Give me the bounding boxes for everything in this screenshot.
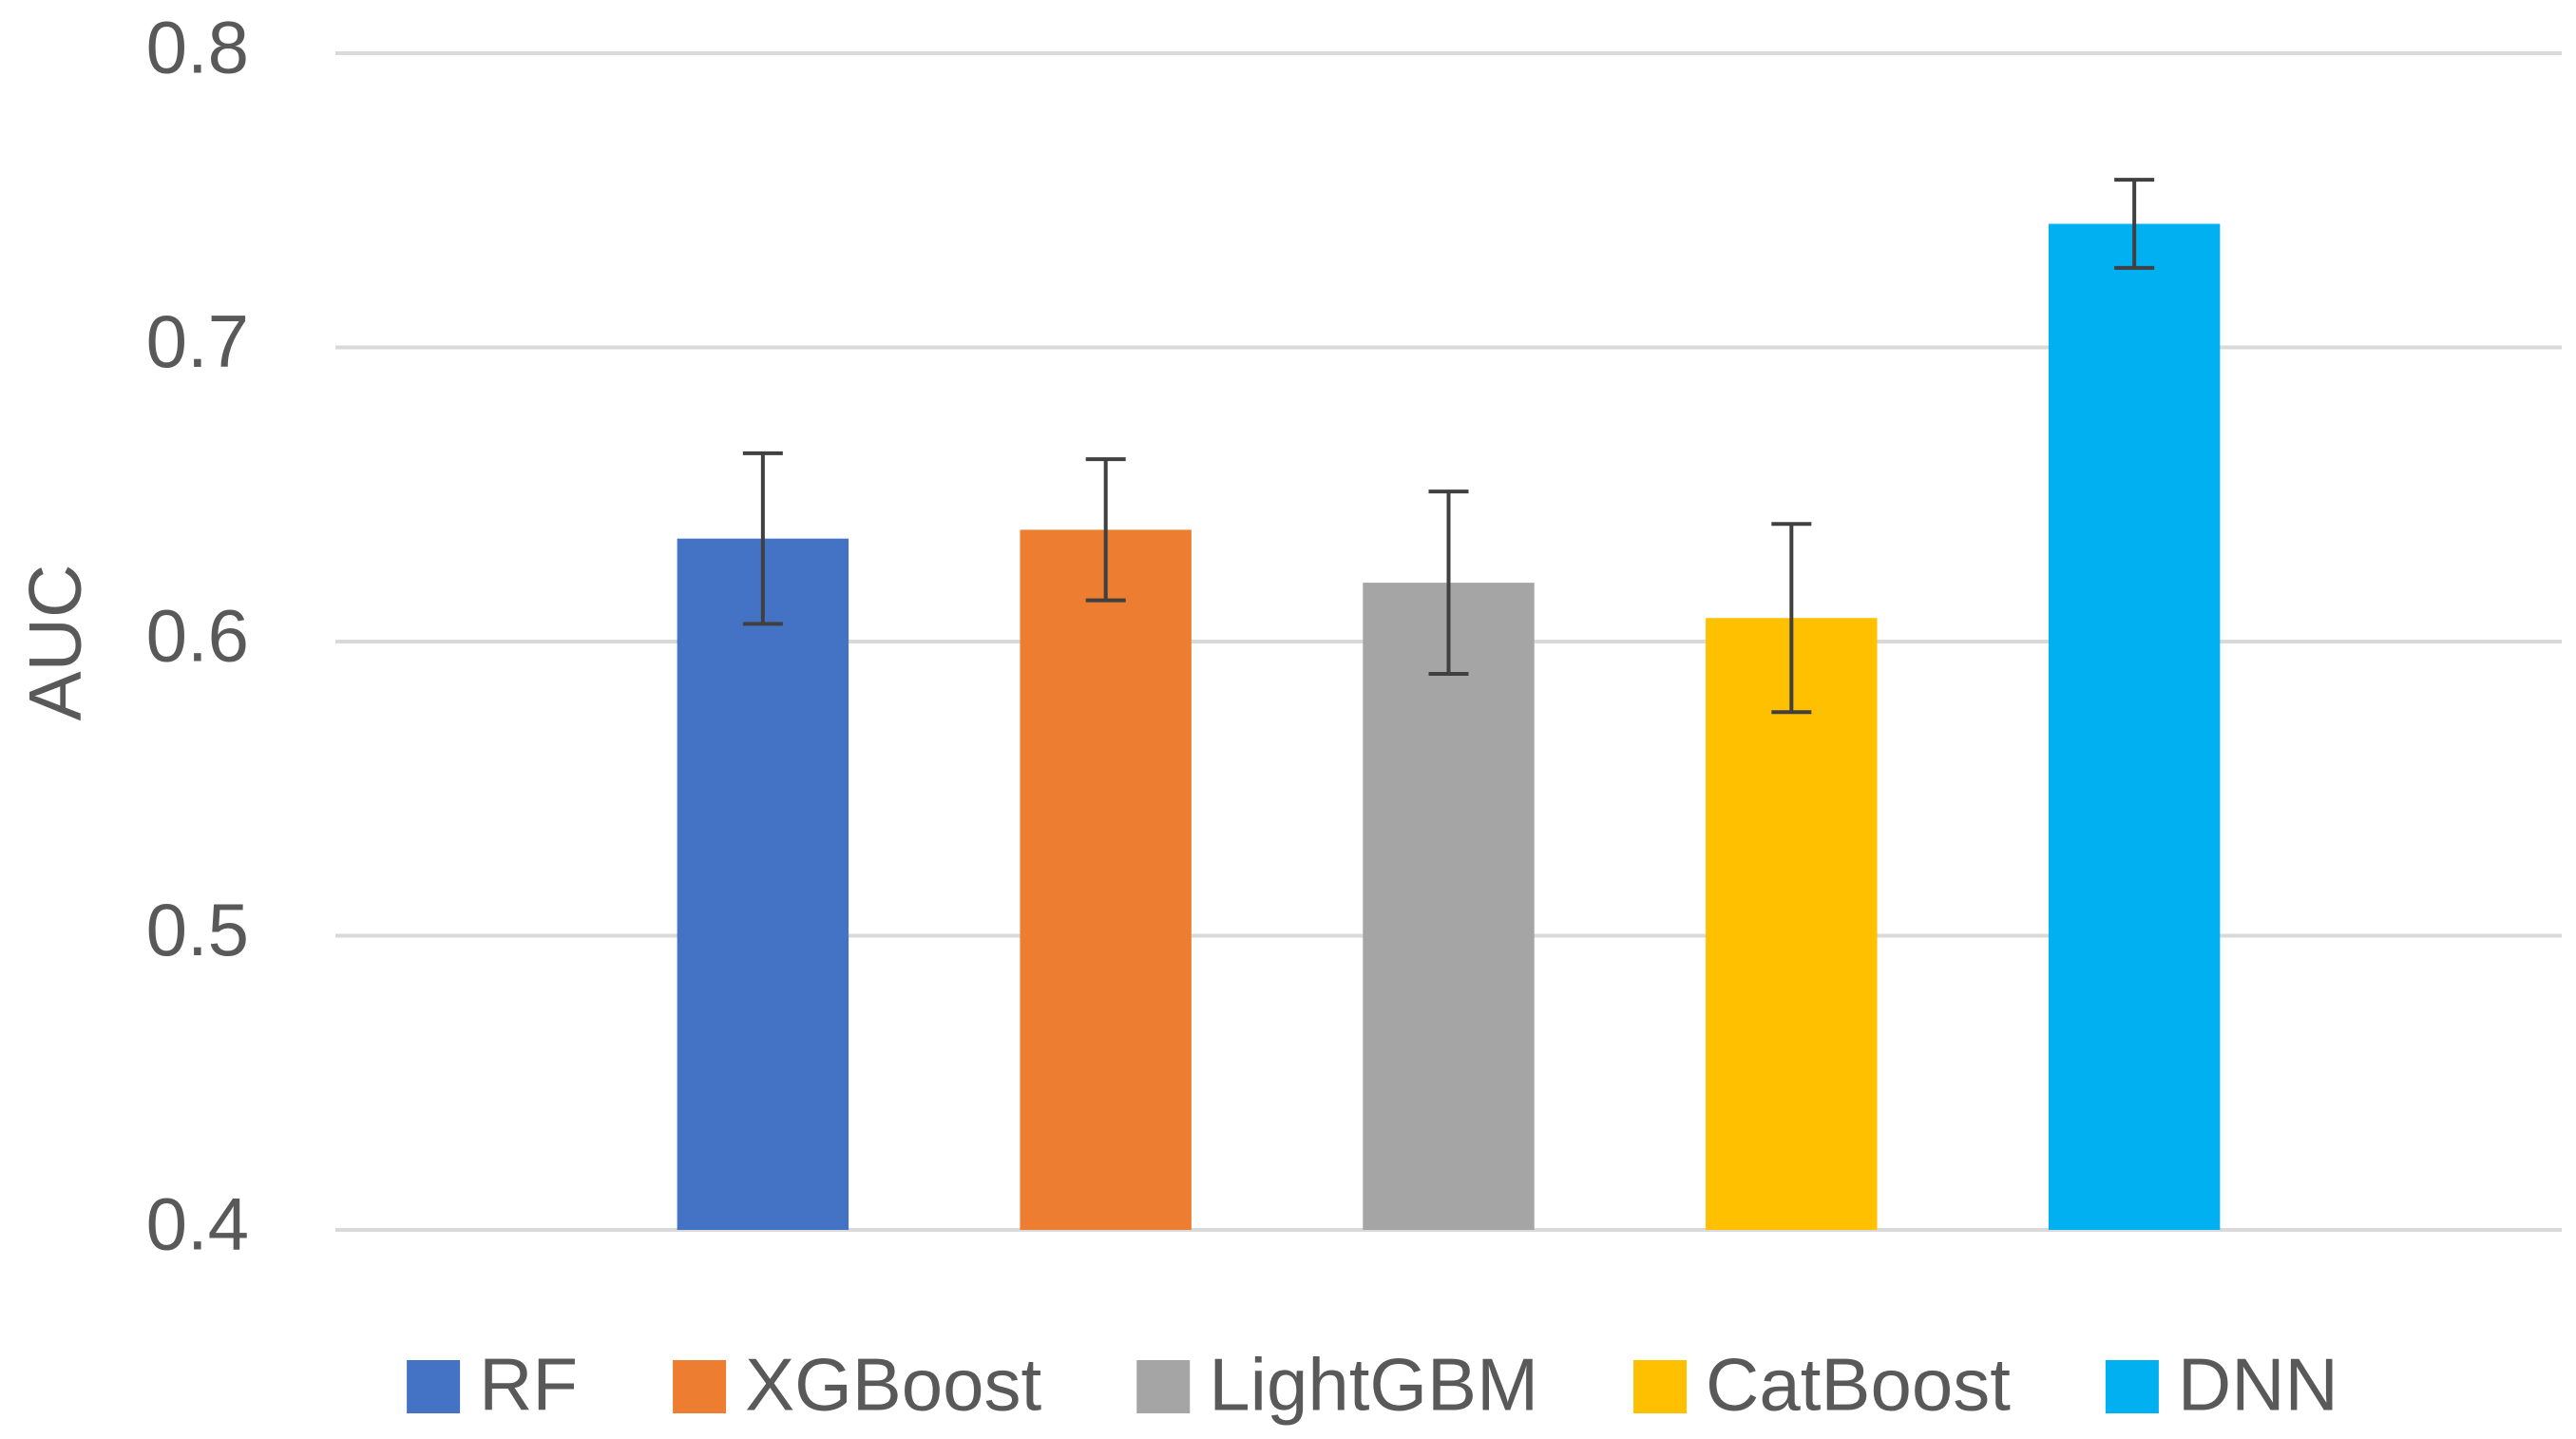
y-axis-label: AUC [13, 565, 97, 721]
legend-label: DNN [2178, 1343, 2338, 1427]
legend-swatch [407, 1360, 461, 1413]
legend-swatch [2105, 1360, 2159, 1413]
legend-label: RF [479, 1343, 578, 1427]
y-tick-label: 0.6 [146, 594, 249, 678]
y-tick-label: 0.5 [146, 888, 249, 971]
bar [1363, 583, 1535, 1230]
legend-swatch [673, 1360, 727, 1413]
bar [1706, 618, 1878, 1230]
legend-swatch [1136, 1360, 1191, 1413]
legend-label: CatBoost [1706, 1343, 2011, 1427]
legend-label: LightGBM [1209, 1343, 1538, 1427]
y-tick-label: 0.7 [146, 299, 249, 383]
y-tick-label: 0.8 [146, 6, 249, 89]
bar [677, 538, 849, 1230]
legend-swatch [1633, 1360, 1688, 1413]
legend-label: XGBoost [745, 1343, 1041, 1427]
y-tick-label: 0.4 [146, 1182, 249, 1266]
bar [1020, 529, 1192, 1230]
bar [2048, 223, 2221, 1230]
